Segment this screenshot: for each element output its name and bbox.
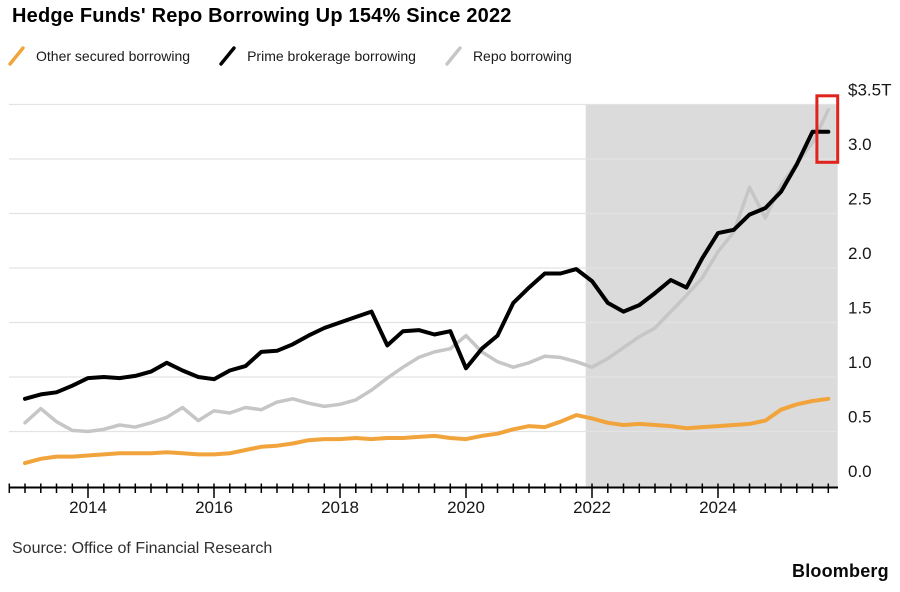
series-line-repo-borrowing: [23, 108, 831, 434]
chart-title: Hedge Funds' Repo Borrowing Up 154% Sinc…: [12, 5, 512, 27]
y-axis-label: 1.5: [848, 299, 872, 318]
y-axis-label: 2.0: [848, 244, 872, 263]
legend-item-label: Other secured borrowing: [36, 48, 191, 64]
y-axis-label: 3.0: [848, 135, 872, 154]
x-axis-label: 2022: [573, 498, 611, 517]
chart-x-tick-labels: 2014 2016 2018 2020 2022 2024: [69, 498, 737, 517]
legend-item-prime-brokerage-borrowing: Prime brokerage borrowing: [219, 46, 416, 66]
bloomberg-logo: Bloomberg: [792, 561, 889, 581]
y-axis-label: $3.5T: [848, 81, 891, 100]
chart-y-tick-labels: 0.0 0.5 1.0 1.5 2.0 2.5 3.0 $3.5T: [848, 81, 891, 482]
x-axis-label: 2020: [447, 498, 485, 517]
legend: Other secured borrowing Prime brokerage …: [8, 46, 572, 66]
series-line-other-secured-borrowing: [23, 396, 831, 466]
x-axis-label: 2014: [69, 498, 107, 517]
series-line-prime-brokerage-borrowing: [23, 129, 831, 401]
chart-gridlines: [9, 103, 838, 433]
x-axis-label: 2024: [699, 498, 737, 517]
legend-slash-black-icon: [219, 46, 236, 66]
y-axis-label: 0.5: [848, 408, 872, 427]
legend-item-repo-borrowing: Repo borrowing: [445, 46, 572, 66]
latest-value-highlight-box: [815, 94, 840, 164]
source-attribution: Source: Office of Financial Research: [12, 540, 273, 557]
x-axis-label: 2016: [195, 498, 233, 517]
legend-slash-orange-icon: [8, 46, 25, 66]
legend-item-label: Prime brokerage borrowing: [247, 48, 416, 64]
legend-item-label: Repo borrowing: [472, 48, 572, 64]
x-axis-label: 2018: [321, 498, 359, 517]
legend-slash-gray-icon: [445, 46, 462, 66]
y-axis-label: 0.0: [848, 462, 872, 481]
legend-item-other-secured-borrowing: Other secured borrowing: [8, 46, 190, 66]
y-axis-label: 1.0: [848, 353, 872, 372]
chart-x-axis: [8, 483, 838, 498]
y-axis-label: 2.5: [848, 190, 872, 209]
